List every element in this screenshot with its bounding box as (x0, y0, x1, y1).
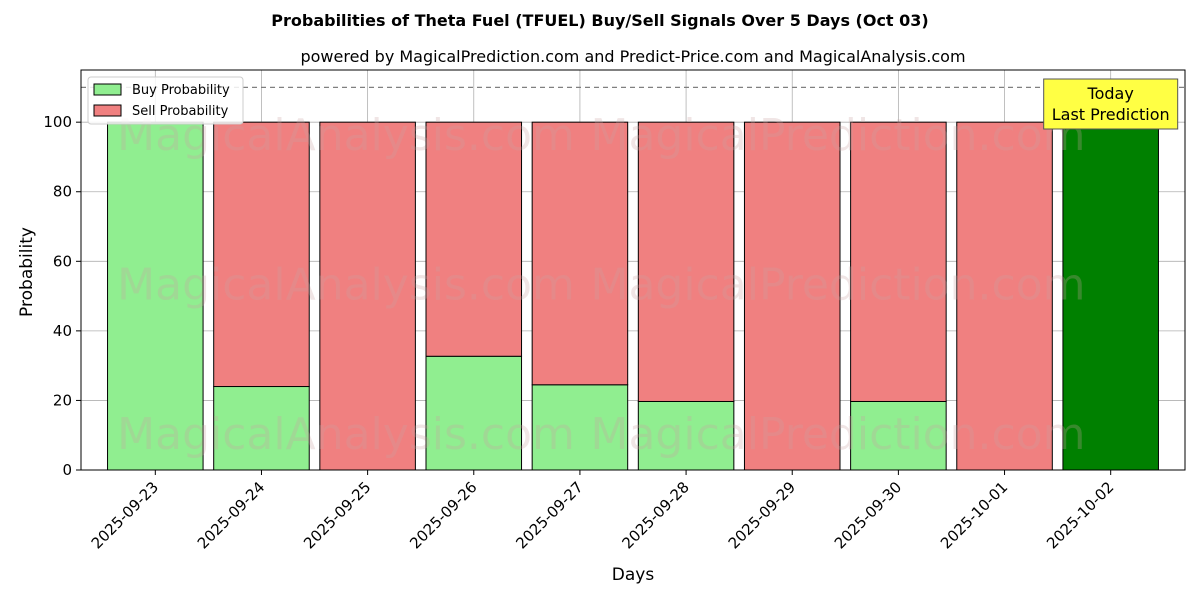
bar-sell (850, 121, 947, 402)
x-tick-label: 2025-09-25 (300, 478, 374, 552)
chart-subtitle: powered by MagicalPrediction.com and Pre… (300, 47, 965, 66)
y-tick-label: 40 (53, 322, 72, 340)
y-axis-label: Probability (17, 227, 37, 317)
legend-label: Sell Probability (132, 104, 229, 119)
legend-swatch (93, 83, 122, 96)
legend: Buy Probability Sell Probability (87, 76, 244, 125)
bar-sell (425, 121, 523, 357)
bar-buy (637, 400, 735, 471)
annotation-box (1043, 78, 1179, 130)
watermarks: MagicalAnalysis.com MagicalPrediction.com… (117, 110, 1085, 460)
bar-buy (531, 384, 629, 471)
bar-sell (637, 121, 735, 402)
x-tick-label: 2025-10-01 (937, 478, 1011, 552)
x-tick-label: 2025-10-02 (1043, 478, 1117, 552)
y-tick-label: 60 (53, 252, 72, 270)
y-tick-label: 0 (62, 461, 72, 479)
bar-sell (743, 121, 841, 471)
plot-frame (80, 69, 1186, 471)
bar-sell (213, 121, 310, 388)
bar-sell (531, 121, 629, 386)
y-tick-label: 100 (43, 113, 72, 131)
x-tick-label: 2025-09-30 (831, 478, 905, 552)
x-tick-label: 2025-09-23 (88, 478, 162, 552)
x-axis-label: Days (612, 565, 655, 585)
y-tick-label: 20 (53, 391, 72, 409)
today-annotation: Today Last Prediction (1043, 78, 1179, 130)
y-axis-ticks: 0 20 40 60 80 100 (43, 113, 81, 479)
x-axis-ticks: 2025-09-23 2025-09-24 2025-09-25 2025-09-26… (88, 470, 1118, 552)
x-tick-label: 2025-09-28 (619, 478, 693, 552)
annotation-text: Last Prediction (1052, 105, 1170, 124)
watermark-text: MagicalAnalysis.com (117, 260, 575, 311)
x-tick-label: 2025-09-26 (406, 478, 480, 552)
bar-sell (319, 121, 416, 471)
bar-buy (107, 121, 204, 471)
legend-label: Buy Probability (132, 83, 230, 98)
bar-sell (956, 121, 1053, 471)
y-tick-label: 80 (53, 183, 72, 201)
x-tick-label: 2025-09-27 (512, 478, 586, 552)
chart-title: Probabilities of Theta Fuel (TFUEL) Buy/… (271, 11, 928, 30)
legend-frame (87, 76, 244, 125)
x-tick-label: 2025-09-24 (194, 478, 268, 552)
watermark-text: MagicalPrediction.com (591, 260, 1086, 311)
legend-swatch (93, 104, 122, 117)
watermark-text: MagicalPrediction.com (591, 110, 1086, 161)
bar-buy (850, 400, 947, 471)
bar-buy (425, 355, 523, 471)
bar-buy (1062, 121, 1159, 471)
watermark-text: MagicalAnalysis.com (117, 409, 575, 460)
x-tick-label: 2025-09-29 (725, 478, 799, 552)
annotation-text: Today (1087, 84, 1134, 103)
bars (107, 121, 1159, 471)
watermark-text: MagicalPrediction.com (591, 409, 1086, 460)
